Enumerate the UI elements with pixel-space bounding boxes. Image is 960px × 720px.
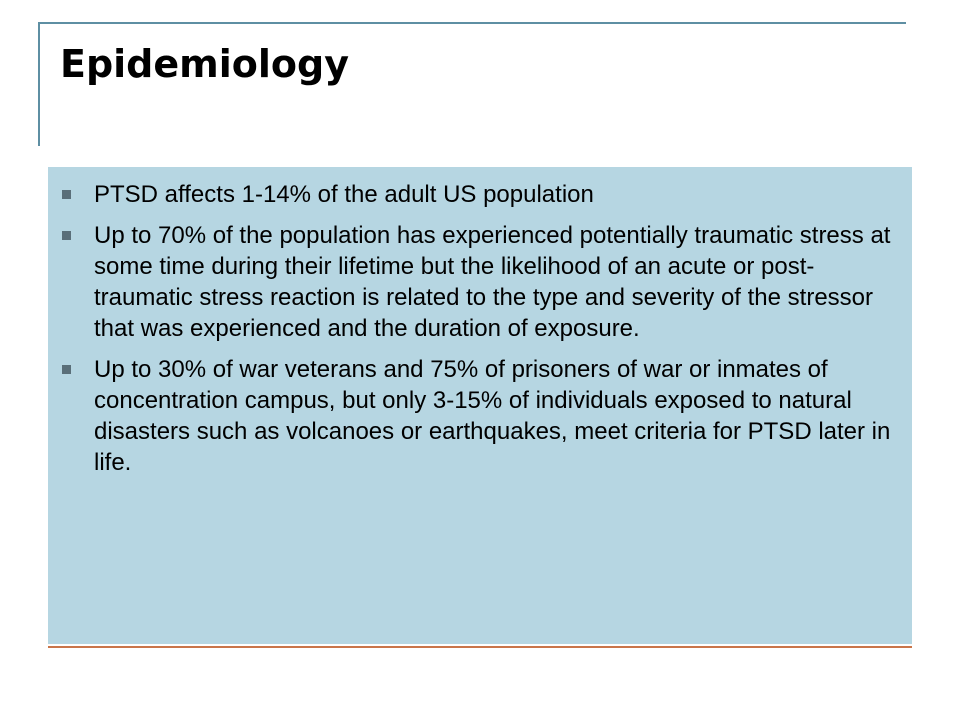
square-bullet-icon: [62, 190, 71, 199]
bullet-text: PTSD affects 1-14% of the adult US popul…: [94, 181, 594, 208]
bullet-item: Up to 70% of the population has experien…: [62, 220, 904, 344]
bullet-text: Up to 70% of the population has experien…: [94, 222, 891, 342]
bullet-item: Up to 30% of war veterans and 75% of pri…: [62, 354, 904, 478]
bottom-rule: [48, 646, 912, 648]
title-frame-left-line: [38, 22, 40, 146]
bullet-item: PTSD affects 1-14% of the adult US popul…: [62, 179, 904, 210]
bullet-text: Up to 30% of war veterans and 75% of pri…: [94, 356, 891, 476]
square-bullet-icon: [62, 231, 71, 240]
content-panel: PTSD affects 1-14% of the adult US popul…: [48, 167, 912, 644]
title-frame-top-line: [38, 22, 906, 24]
square-bullet-icon: [62, 365, 71, 374]
slide-title: Epidemiology: [60, 42, 349, 86]
bullet-list: PTSD affects 1-14% of the adult US popul…: [62, 179, 904, 488]
